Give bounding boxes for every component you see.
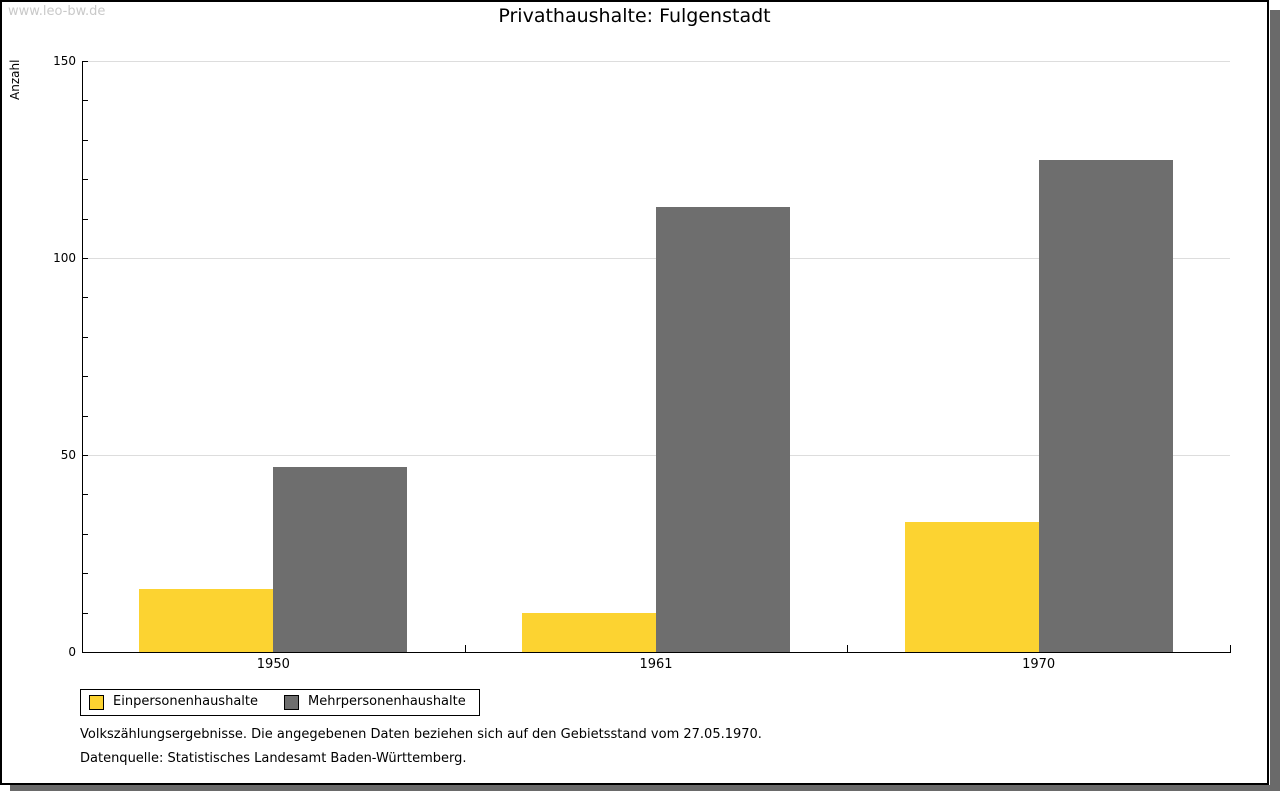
bar-einpersonenhaushalte-1970: [904, 521, 1039, 652]
footnote-data-source: Datenquelle: Statistisches Landesamt Bad…: [80, 751, 467, 766]
bar-mehrpersonenhaushalte-1950: [273, 466, 408, 652]
y-tick-label: 0: [68, 645, 76, 659]
chart-title: Privathaushalte: Fulgenstadt: [498, 5, 771, 27]
bar-mehrpersonenhaushalte-1961: [656, 206, 790, 652]
y-minor-tick: [83, 218, 88, 220]
x-tick: [1230, 645, 1231, 652]
x-tick: [464, 645, 466, 652]
y-tick-label: 150: [53, 54, 76, 68]
watermark: www.leo-bw.de: [8, 4, 106, 19]
y-minor-tick: [83, 297, 88, 299]
y-minor-tick: [83, 415, 88, 417]
x-category-label: 1961: [639, 657, 673, 672]
bar-einpersonenhaushalte-1950: [139, 588, 274, 652]
x-category-label: 1970: [1022, 657, 1056, 672]
window-shadow-bottom: [10, 785, 1280, 791]
legend-label-einpersonenhaushalte: Einpersonenhaushalte: [113, 694, 258, 709]
y-axis-line: [82, 61, 83, 652]
y-minor-tick: [83, 612, 88, 614]
legend-label-mehrpersonenhaushalte: Mehrpersonenhaushalte: [308, 694, 466, 709]
footnote-source-note: Volkszählungsergebnisse. Die angegebenen…: [80, 727, 762, 742]
y-minor-tick: [83, 336, 88, 338]
bar-einpersonenhaushalte-1961: [522, 612, 656, 652]
bar-mehrpersonenhaushalte-1970: [1038, 159, 1173, 652]
y-axis-label: Anzahl: [8, 59, 22, 100]
x-category-label: 1950: [256, 657, 290, 672]
window-shadow-right: [1270, 10, 1280, 791]
y-minor-tick: [83, 179, 88, 181]
x-tick: [847, 645, 849, 652]
y-minor-tick: [83, 100, 88, 102]
legend-swatch-mehrpersonenhaushalte: [284, 695, 299, 710]
x-tick: [82, 645, 83, 652]
y-minor-tick: [83, 61, 88, 62]
x-axis-line: [82, 652, 1231, 653]
y-minor-tick: [83, 455, 88, 456]
y-minor-tick: [83, 533, 88, 535]
y-minor-tick: [83, 494, 88, 496]
legend: Einpersonenhaushalte Mehrpersonenhaushalt…: [80, 689, 480, 716]
y-minor-tick: [83, 258, 88, 259]
legend-swatch-einpersonenhaushalte: [89, 695, 104, 710]
y-minor-tick: [83, 139, 88, 141]
y-minor-tick: [83, 573, 88, 575]
y-gridline: [82, 61, 1230, 62]
y-tick-label: 50: [60, 448, 76, 462]
y-minor-tick: [83, 376, 88, 378]
y-tick-label: 100: [53, 251, 76, 265]
